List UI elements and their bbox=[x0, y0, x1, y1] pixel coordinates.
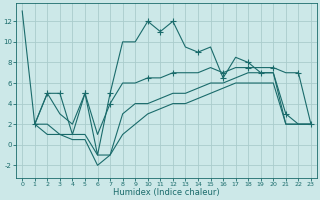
X-axis label: Humidex (Indice chaleur): Humidex (Indice chaleur) bbox=[113, 188, 220, 197]
